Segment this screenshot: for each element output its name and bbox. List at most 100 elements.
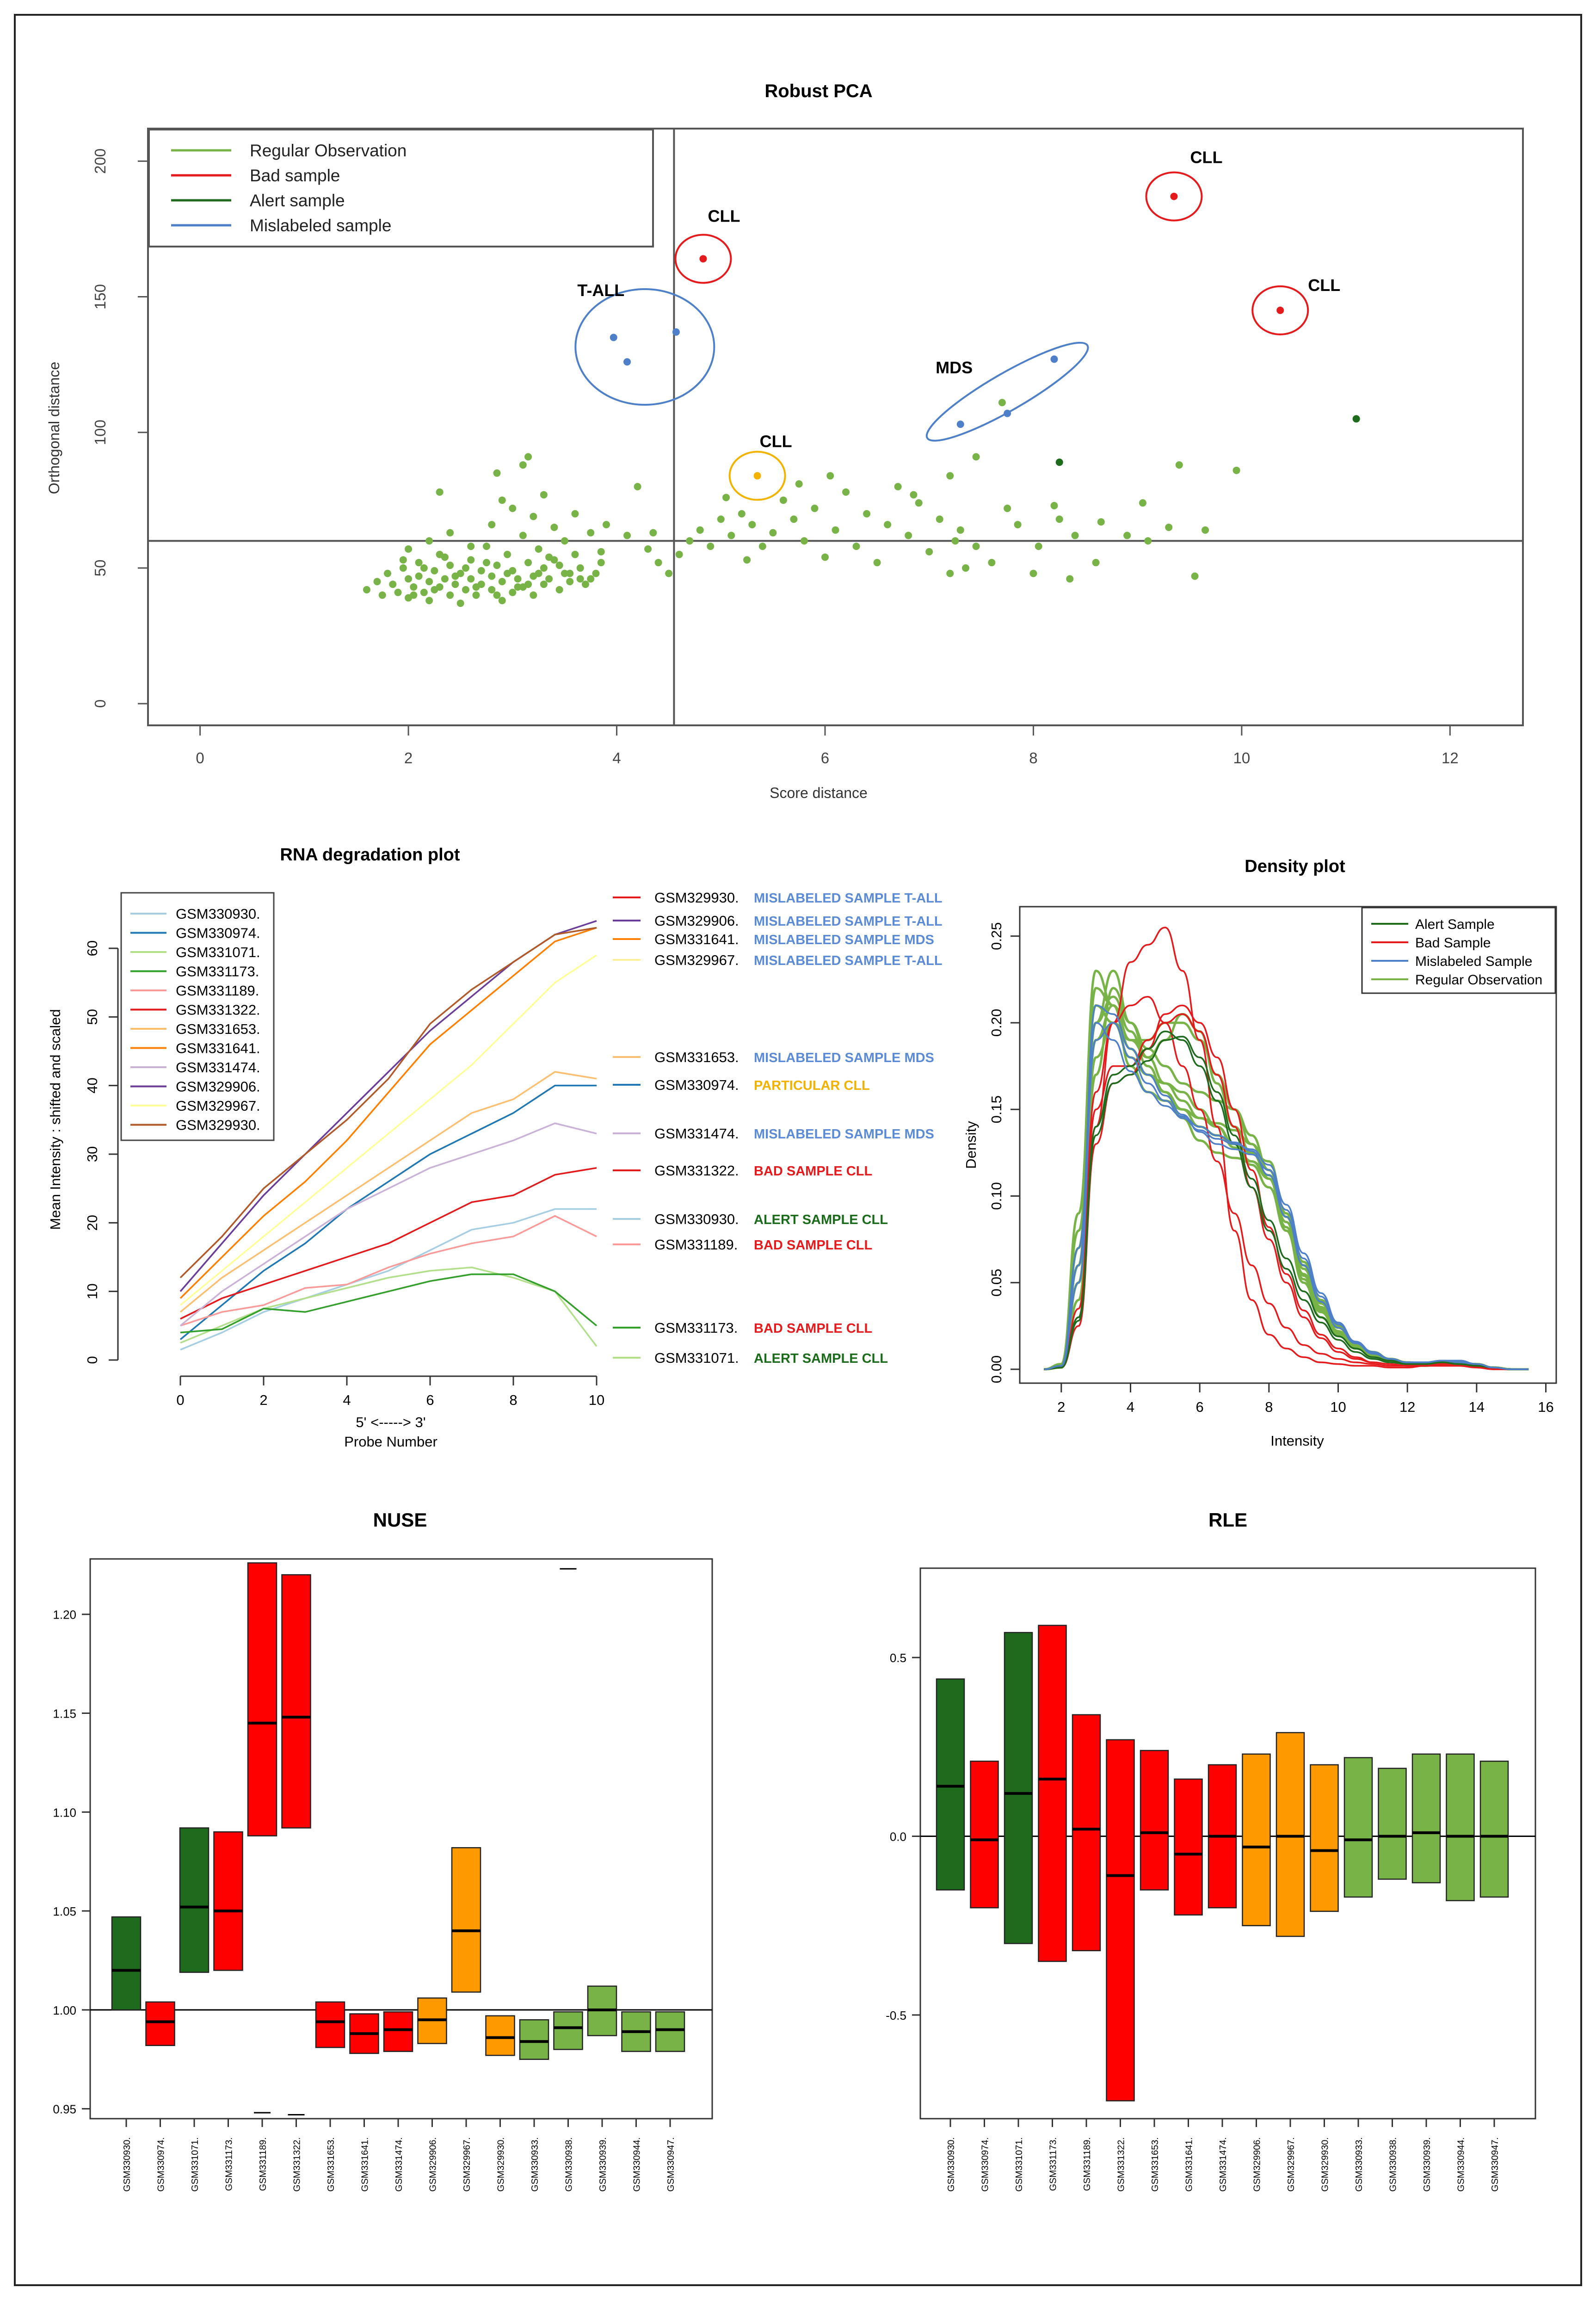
plot-area [147, 128, 1524, 726]
x-tick-label: GSM330974. [156, 2137, 166, 2192]
annotation-status: BAD SAMPLE CLL [754, 1238, 872, 1253]
regular-point [488, 572, 496, 580]
x-tick-label: GSM331189. [1082, 2137, 1092, 2191]
x-tick-label: 10 [1330, 1399, 1346, 1415]
y-tick-label: 0.15 [988, 1095, 1004, 1123]
y-tick-label: 50 [92, 560, 109, 577]
regular-point [581, 581, 589, 588]
regular-point [1066, 575, 1074, 583]
regular-point [493, 469, 501, 477]
x-tick-label: 6 [1196, 1399, 1204, 1415]
regular-point [1144, 537, 1152, 545]
legend-label: GSM331653. [176, 1021, 260, 1037]
regular-point [566, 578, 574, 586]
regular-point [597, 559, 605, 567]
x-axis-label: Intensity [1270, 1433, 1324, 1449]
regular-point [649, 529, 657, 537]
regular-point [482, 559, 490, 567]
regular-point [441, 553, 449, 561]
x-tick-label: 8 [1029, 749, 1037, 767]
regular-point [707, 543, 715, 550]
highlight-ellipse [1145, 171, 1203, 222]
box [1378, 1768, 1407, 1880]
y-tick-label: 1.05 [53, 1904, 76, 1918]
regular-point [509, 588, 517, 596]
x-tick-label: GSM331071. [190, 2137, 200, 2192]
box [1343, 1757, 1373, 1898]
x-tick-label: GSM330974. [980, 2137, 991, 2192]
x-tick-label: 8 [509, 1392, 517, 1408]
x-tick-label: GSM329930. [496, 2137, 506, 2192]
regular-point [415, 572, 423, 580]
regular-point [1014, 521, 1022, 529]
x-tick-label: 6 [426, 1392, 434, 1408]
regular-point [1035, 543, 1042, 550]
x-axis-label: Score distance [770, 785, 868, 801]
regular-point [504, 569, 511, 577]
density-chart: Density plot 2 4 6 8 10 12 14 16 0.00 0.05 0.10 0.1… [963, 857, 1557, 1449]
regular-point [399, 556, 407, 564]
regular-point [488, 521, 496, 529]
x-tick-label: GSM330947. [1490, 2137, 1500, 2192]
chart-title: Density plot [1245, 857, 1345, 876]
regular-point [446, 591, 454, 599]
y-tick-label: 20 [84, 1215, 100, 1230]
x-tick-label: GSM331474. [394, 2137, 404, 2192]
y-tick-label: 0.5 [890, 1651, 906, 1665]
chart-title: Robust PCA [764, 81, 872, 101]
regular-point [665, 569, 673, 577]
x-tick-label: 12 [1399, 1399, 1415, 1415]
regular-point [634, 483, 641, 490]
regular-point [795, 480, 803, 488]
series-line [180, 1273, 598, 1334]
regular-point [498, 496, 506, 504]
regular-point [826, 472, 834, 480]
annotation-status: MISLABELED SAMPLE MDS [754, 1051, 934, 1065]
regular-point [555, 562, 563, 569]
regular-point [519, 461, 527, 469]
x-tick-label: GSM331322. [292, 2137, 302, 2192]
legend-label: GSM331173. [176, 964, 259, 980]
x-tick-label: GSM331641. [360, 2137, 370, 2192]
regular-point [566, 569, 574, 577]
regular-point [571, 510, 579, 518]
regular-point [1202, 526, 1209, 534]
x-tick-label: GSM329906. [428, 2137, 438, 2192]
annotation-status: ALERT SAMPLE CLL [754, 1351, 888, 1366]
annotation-sample: GSM331322. [654, 1162, 739, 1179]
regular-point [482, 543, 490, 550]
regular-point [431, 567, 438, 575]
regular-point [946, 569, 954, 577]
box [111, 1916, 142, 2011]
box [281, 1574, 311, 1829]
annotation-status: BAD SAMPLE CLL [754, 1321, 872, 1336]
regular-point [1092, 559, 1100, 567]
regular-point [832, 526, 839, 534]
y-tick-label: 0.95 [53, 2102, 76, 2116]
density-curve [1044, 1004, 1529, 1370]
regular-point [410, 583, 418, 591]
rna-degradation-chart: RNA degradation plot 0 2 4 6 8 10 0 10 20 30 40 50 6… [47, 845, 943, 1450]
x-tick-label: 0 [176, 1392, 184, 1408]
series-line [180, 1215, 597, 1327]
x-tick-label: 4 [343, 1392, 351, 1408]
x-tick-label: GSM331474. [1218, 2137, 1228, 2192]
regular-point [603, 521, 610, 529]
x-tick-label: GSM331071. [1014, 2137, 1024, 2192]
regular-point [540, 564, 548, 572]
x-tick-label: GSM330947. [666, 2137, 676, 2192]
box [1072, 1714, 1101, 1952]
highlighted-point [610, 334, 617, 341]
x-tick-label: GSM331173. [1048, 2137, 1059, 2191]
highlight-ellipse [728, 451, 786, 501]
plot-area [1019, 906, 1557, 1384]
x-tick-label: GSM330938. [564, 2137, 574, 2192]
density-curve [1044, 996, 1529, 1370]
regular-point [493, 591, 501, 599]
box [519, 2019, 549, 2060]
x-axis-label-line2: Probe Number [344, 1434, 438, 1450]
regular-point [863, 510, 871, 518]
alert-point [1055, 458, 1063, 466]
regular-point [873, 559, 881, 567]
